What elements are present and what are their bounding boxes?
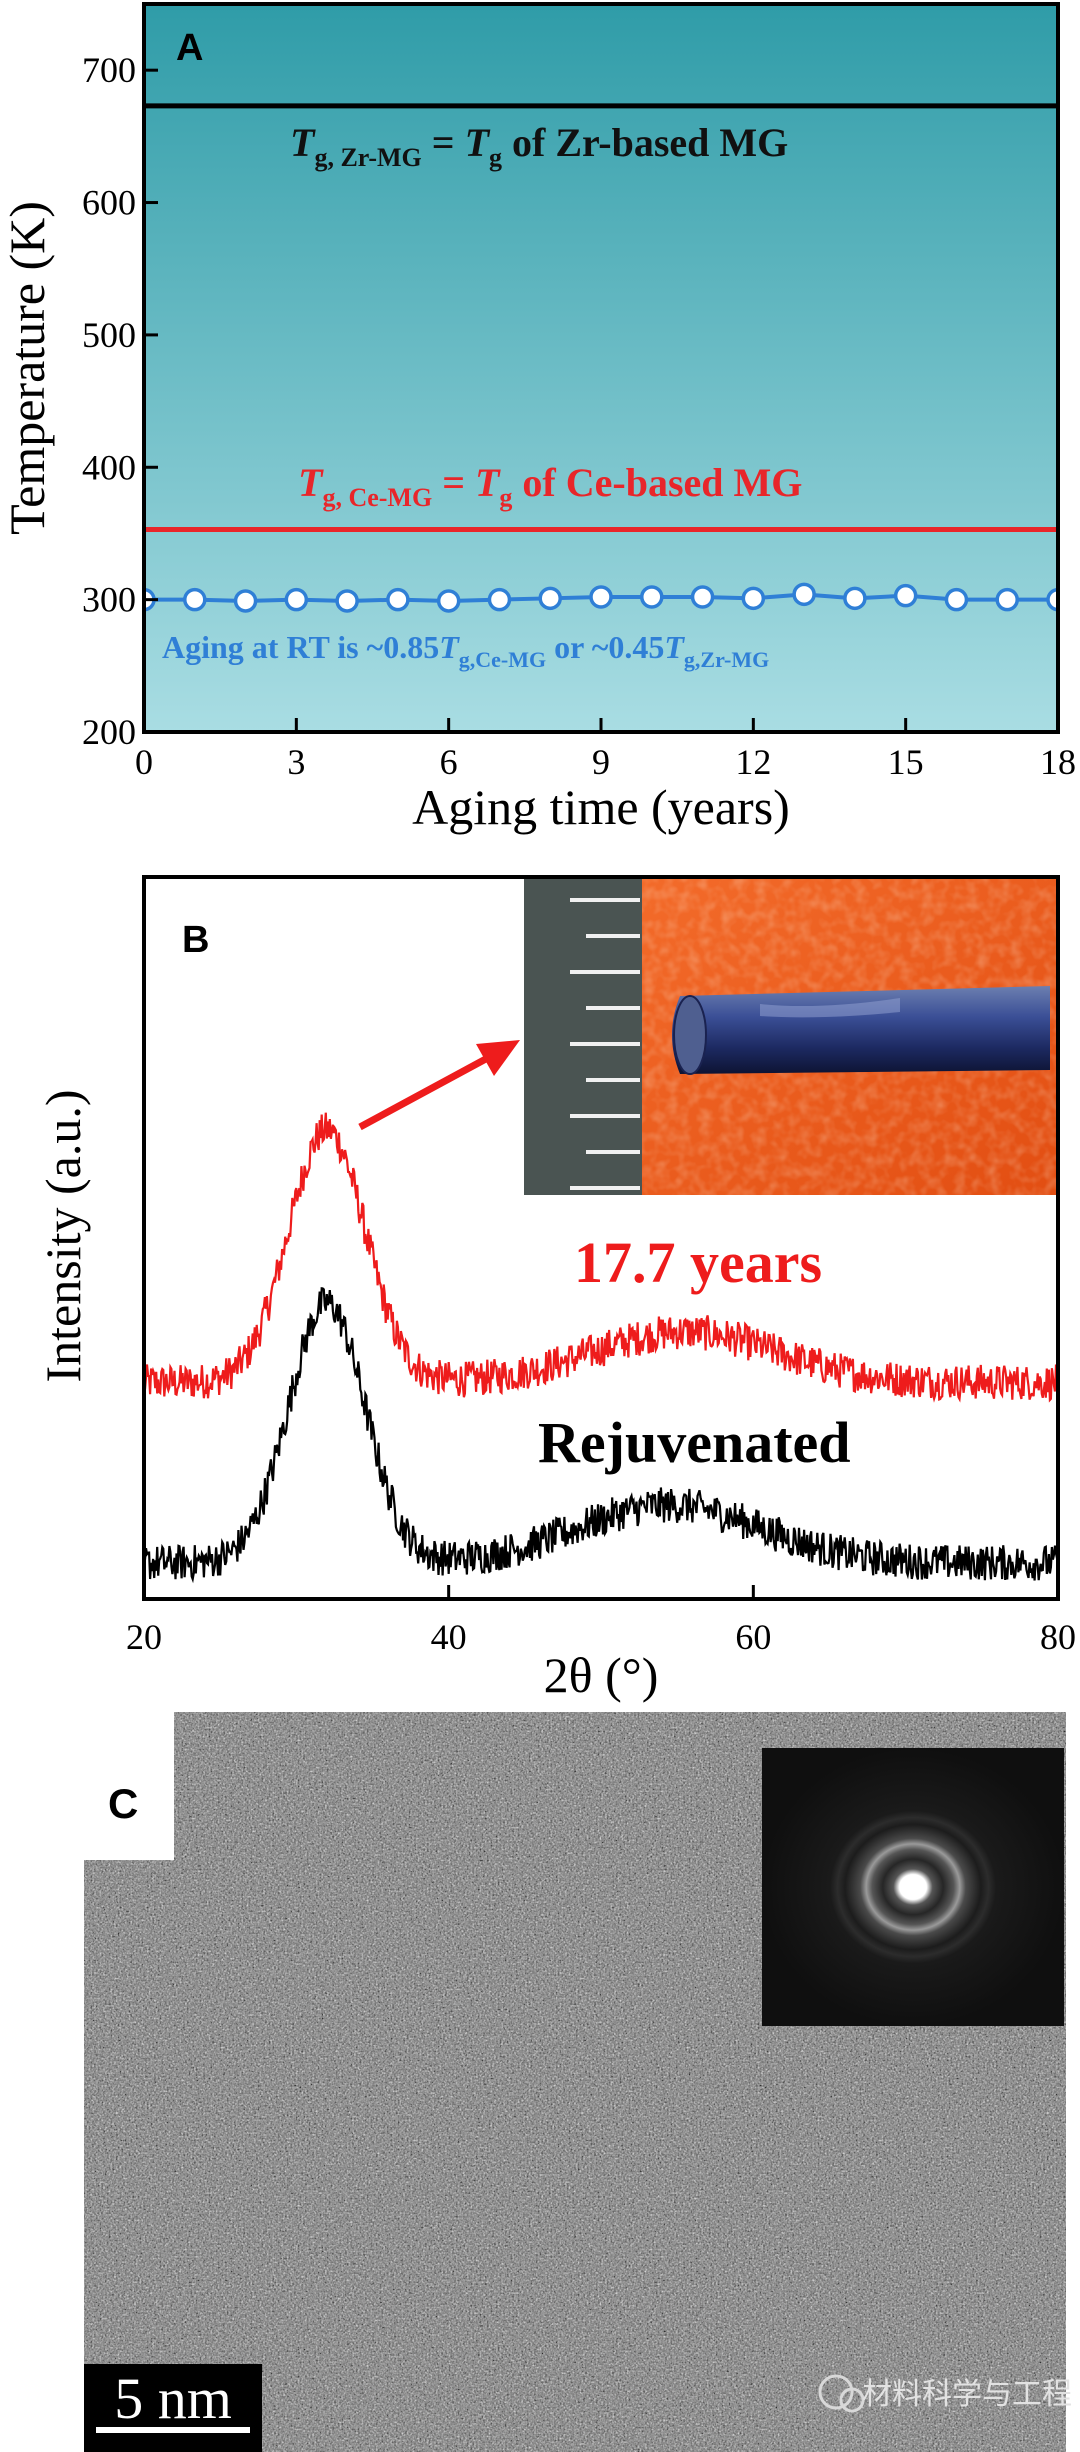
aging-temperature-point [893,583,918,608]
inset-arrow-shaft [358,1050,497,1131]
aging-temperature-point [995,587,1019,612]
aging-temperature-point [843,586,867,611]
panel-a-letter: A [176,27,203,69]
metallic-glass-rod [672,986,1050,1075]
x-tick-label: 15 [888,742,924,782]
y-tick-label: 700 [82,50,136,90]
panel-b: 20 40 60 80 B 17.7 years Rejuvenated 2θ (°)… [35,875,1076,1703]
aging-temperature-point [386,587,410,612]
aging-temperature-point [183,587,207,612]
aging-temperature-point [284,587,309,612]
ruler-ticks [570,898,640,1190]
y-tick-label: 300 [82,580,136,620]
x-tick-label: 40 [431,1617,467,1657]
x-tick-label: 12 [735,742,771,782]
aging-temperature-point [741,586,766,611]
panel-c: C 5 nm 材料科学与工程 [84,1712,1072,2452]
x-tick-label: 3 [287,742,305,782]
y-tick-label: 600 [82,183,136,223]
saed-pattern-inset [762,1748,1064,2026]
panel-c-letter-box [84,1712,174,1860]
aging-temperature-point [436,589,461,613]
ce-tg-annotation: Tg, Ce-MG = Tg of Ce-based MG [298,460,802,512]
aging-temperature-point [640,585,664,609]
watermark-text: 材料科学与工程 [862,2378,1072,2411]
scale-bar-box [84,2364,262,2452]
aging-temperature-point [690,585,715,609]
x-tick-label: 20 [126,1617,162,1657]
xrd-series-17-7-years [144,1112,1058,1403]
sample-photo-inset [524,879,1056,1195]
aging-temperature-point [335,589,359,613]
xrd-series-rejuvenated [144,1287,1058,1584]
x-tick-label: 18 [1040,742,1076,782]
x-tick-label: 60 [735,1617,771,1657]
x-tick-label: 6 [440,742,458,782]
photo-ruler-section [524,879,642,1195]
x-tick-label: 80 [1040,1617,1076,1657]
aging-temperature-points [144,582,1058,613]
panel-a-x-axis-label: Aging time (years) [412,779,790,835]
aging-temperature-point [944,587,969,612]
panel-b-plot-frame [142,875,1060,1601]
aging-temperature-point [589,585,613,609]
panel-a-y-axis-label: Temperature (K) [0,201,55,535]
panel-b-letter: B [182,919,209,961]
watermark-icon [818,2374,854,2410]
panel-a-x-axis: 0 3 6 9 12 15 18 [135,718,1076,782]
aging-annotation: Aging at RT is ~0.85Tg,Ce-MG or ~0.45Tg,… [162,629,769,672]
inset-arrow-head [476,1040,520,1076]
zr-tg-annotation: Tg, Zr-MG = Tg of Zr-based MG [290,120,788,172]
panel-b-y-axis-label: Intensity (a.u.) [35,1090,91,1383]
x-tick-label: 0 [135,742,153,782]
aging-temperature-point [233,589,258,613]
aging-temperature-point [487,587,512,612]
aging-temperature-point [538,586,562,611]
y-tick-label: 400 [82,447,136,487]
panel-a-y-axis: 200 300 400 500 600 700 [82,50,158,752]
watermark-icon-dot [839,2387,865,2413]
x-tick-label: 9 [592,742,610,782]
series-label-17-7-years: 17.7 years [574,1230,822,1295]
panel-c-letter: C [108,1780,138,1827]
series-label-rejuvenated: Rejuvenated [538,1410,851,1475]
panel-a-plot-background [144,4,1058,732]
y-tick-label: 500 [82,315,136,355]
scale-bar-label: 5 nm [114,2366,232,2431]
panel-b-x-axis-label: 2θ (°) [544,1647,659,1703]
panel-a: 200 300 400 500 600 700 0 3 6 9 12 15 18 A Tg, Zr-M… [0,2,1076,835]
aging-temperature-point [1046,587,1058,612]
watermark: 材料科学与工程 [818,2374,1072,2413]
panel-b-x-axis: 20 40 60 80 [126,1585,1076,1657]
y-tick-label: 200 [82,712,136,752]
aging-temperature-point [792,582,816,607]
